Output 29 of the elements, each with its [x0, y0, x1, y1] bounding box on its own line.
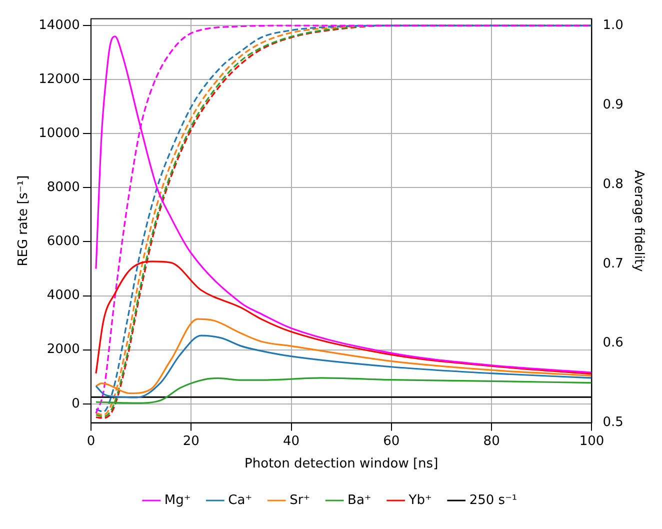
y2-tick-label: 0.9	[602, 97, 624, 112]
x-tick-label: 100	[579, 434, 604, 449]
x-tick-label: 40	[282, 434, 300, 449]
y2-tick-label: 0.6	[602, 336, 624, 351]
x-tick-label: 20	[182, 434, 200, 449]
y-tick-label: 6000	[46, 234, 80, 250]
x-tick-label: 80	[483, 434, 500, 449]
y-tick-label: 12000	[38, 72, 80, 87]
y-tick-label: 10000	[38, 126, 80, 142]
y-tick-label: 4000	[46, 288, 80, 304]
y-tick-label: 0	[72, 396, 80, 412]
legend-label: 250 s⁻¹	[469, 492, 518, 508]
x-tick-label: 0	[86, 434, 96, 449]
y2-tick-label: 1.0	[602, 18, 624, 33]
y2-tick-label: 0.7	[602, 256, 624, 272]
y2-axis-title: Average fidelity	[630, 170, 646, 272]
y-tick-label: 8000	[46, 180, 80, 196]
y2-tick-label: 0.8	[602, 176, 624, 192]
y2-tick-label: 0.5	[602, 415, 624, 430]
legend-label: Mg⁺	[164, 492, 191, 508]
legend-label: Sr⁺	[290, 492, 310, 508]
legend-label: Yb⁺	[408, 492, 432, 508]
y-tick-label: 2000	[46, 342, 80, 358]
y-tick-label: 14000	[38, 18, 80, 33]
legend-label: Ba⁺	[348, 492, 372, 508]
y-axis-title: REG rate [s⁻¹]	[16, 175, 32, 266]
x-tick-label: 60	[383, 434, 400, 449]
legend-label: Ca⁺	[228, 492, 252, 508]
x-axis-title: Photon detection window [ns]	[244, 456, 438, 472]
